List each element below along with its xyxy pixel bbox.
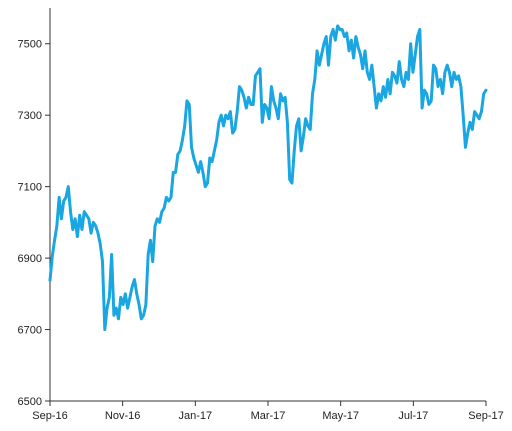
x-tick-label: Jul-17 bbox=[398, 410, 428, 422]
x-tick-label: Nov-16 bbox=[105, 410, 140, 422]
x-tick-label: Mar-17 bbox=[251, 410, 286, 422]
x-tick-label: Jan-17 bbox=[179, 410, 213, 422]
x-tick-label: Sep-16 bbox=[32, 410, 67, 422]
series-line bbox=[48, 24, 488, 332]
y-tick-label: 7300 bbox=[18, 110, 42, 122]
y-tick-label: 7500 bbox=[18, 39, 42, 51]
x-axis: Sep-16 Nov-16 Jan-17 Mar-17 May-17 Jul-17 Sep-… bbox=[32, 400, 504, 422]
y-tick-label: 7100 bbox=[18, 182, 42, 194]
series-group bbox=[48, 24, 488, 332]
y-tick-label: 6500 bbox=[18, 396, 42, 408]
y-tick-label: 6900 bbox=[18, 253, 42, 265]
y-tick-label: 6700 bbox=[18, 325, 42, 337]
x-tick-label: Sep-17 bbox=[468, 410, 503, 422]
y-axis: 6500 6700 6900 7100 7300 7500 bbox=[18, 8, 51, 408]
x-tick-label: May-17 bbox=[322, 410, 359, 422]
